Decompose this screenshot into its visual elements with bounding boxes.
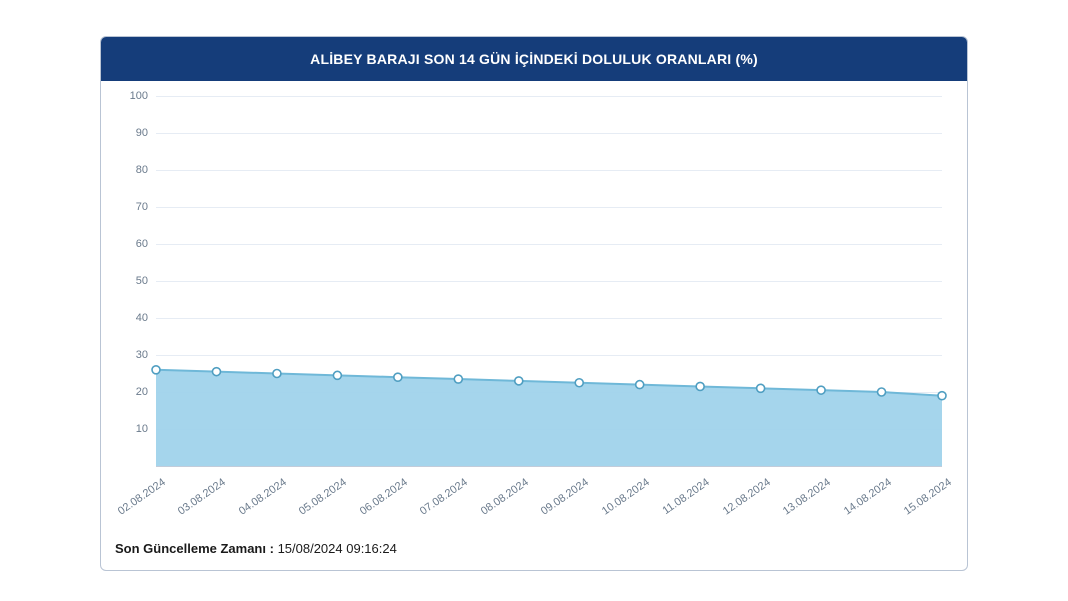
chart-svg (156, 96, 942, 466)
y-tick-label: 90 (136, 127, 156, 139)
chart-card: ALİBEY BARAJI SON 14 GÜN İÇİNDEKİ DOLULU… (100, 36, 968, 571)
data-point-marker[interactable] (878, 388, 886, 396)
y-tick-label: 30 (136, 349, 156, 361)
plot-area: 10203040506070809010002.08.202403.08.202… (156, 96, 942, 466)
x-tick-label: 11.08.2024 (655, 468, 712, 517)
y-tick-label: 50 (136, 275, 156, 287)
data-point-marker[interactable] (394, 373, 402, 381)
x-tick-label: 04.08.2024 (231, 468, 289, 518)
footer-label: Son Güncelleme Zamanı : (115, 541, 274, 556)
x-tick-label: 03.08.2024 (171, 468, 229, 518)
chart-title-bar: ALİBEY BARAJI SON 14 GÜN İÇİNDEKİ DOLULU… (101, 37, 967, 81)
footer: Son Güncelleme Zamanı : 15/08/2024 09:16… (101, 531, 967, 570)
chart-title-text: ALİBEY BARAJI SON 14 GÜN İÇİNDEKİ DOLULU… (310, 51, 758, 67)
x-axis-baseline (156, 466, 942, 467)
data-point-marker[interactable] (152, 366, 160, 374)
data-point-marker[interactable] (333, 371, 341, 379)
y-tick-label: 40 (136, 312, 156, 324)
y-tick-label: 80 (136, 164, 156, 176)
x-tick-label: 09.08.2024 (533, 468, 591, 518)
x-tick-label: 10.08.2024 (594, 468, 652, 518)
chart-body: 10 20 30 40 50 60 70 80 90 100 02.08.202403.08.202… (101, 81, 967, 531)
footer-value: 15/08/2024 09:16:24 (278, 541, 397, 556)
data-point-marker[interactable] (515, 377, 523, 385)
x-tick-label: 12.08.2024 (715, 468, 773, 518)
x-tick-label: 02.08.2024 (110, 468, 168, 518)
data-point-marker[interactable] (636, 381, 644, 389)
y-tick-label: 10 (136, 423, 156, 435)
y-tick-label: 60 (136, 238, 156, 250)
x-tick-label: 15.08.2024 (896, 468, 954, 518)
x-tick-label: 06.08.2024 (352, 468, 410, 518)
x-tick-label: 14.08.2024 (836, 468, 894, 518)
data-point-marker[interactable] (575, 379, 583, 387)
x-tick-label: 05.08.2024 (291, 468, 349, 518)
data-point-marker[interactable] (454, 375, 462, 383)
x-tick-label: 13.08.2024 (775, 468, 833, 518)
data-point-marker[interactable] (273, 370, 281, 378)
y-tick-label: 100 (130, 90, 156, 102)
data-point-marker[interactable] (757, 384, 765, 392)
data-point-marker[interactable] (696, 382, 704, 390)
data-point-marker[interactable] (938, 392, 946, 400)
y-tick-label: 20 (136, 386, 156, 398)
y-tick-label: 70 (136, 201, 156, 213)
page: ALİBEY BARAJI SON 14 GÜN İÇİNDEKİ DOLULU… (0, 0, 1068, 601)
data-point-marker[interactable] (212, 368, 220, 376)
x-tick-label: 08.08.2024 (473, 468, 531, 518)
x-tick-label: 07.08.2024 (412, 468, 470, 518)
data-point-marker[interactable] (817, 386, 825, 394)
area-fill (156, 370, 942, 466)
